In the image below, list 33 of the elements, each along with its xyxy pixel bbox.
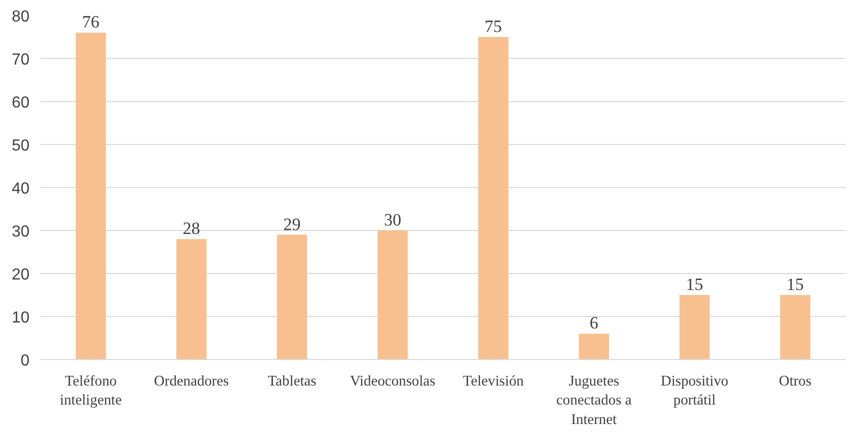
x-tick-label: Videoconsolas — [350, 374, 436, 390]
bar — [478, 37, 508, 360]
x-tick-label: Teléfono inteligente — [60, 374, 122, 409]
data-label: 29 — [283, 214, 301, 234]
data-label: 75 — [484, 17, 502, 36]
bar — [679, 295, 710, 360]
y-tick-label: 70 — [12, 52, 30, 68]
y-tick-label: 40 — [12, 180, 30, 198]
y-tick-label: 0 — [20, 352, 30, 370]
bar — [578, 334, 610, 360]
x-tick-label: Juguetes conectados a Internet — [556, 374, 632, 428]
x-tick-label: Tabletas — [268, 374, 317, 390]
data-label: 76 — [82, 12, 100, 32]
bar — [276, 234, 308, 360]
bar — [780, 295, 810, 360]
y-tick-label: 80 — [12, 8, 30, 26]
y-tick-label: 50 — [12, 138, 30, 154]
x-tick-label: Otros — [778, 374, 812, 390]
y-tick-label: 60 — [12, 94, 30, 112]
bar — [378, 230, 408, 360]
bar — [176, 239, 207, 360]
bar — [76, 32, 106, 360]
y-tick-label: 10 — [12, 310, 30, 326]
y-tick-label: 20 — [12, 266, 30, 284]
data-label: 30 — [384, 210, 402, 230]
x-tick-label: Dispositivo portátil — [660, 374, 728, 409]
data-label: 15 — [686, 275, 704, 294]
x-tick-label: Ordenadores — [154, 374, 230, 390]
data-label: 28 — [182, 219, 200, 238]
data-label: 15 — [786, 275, 804, 294]
x-tick-label: Televisión — [462, 374, 524, 390]
y-tick-label: 30 — [12, 224, 30, 240]
data-label: 6 — [590, 314, 599, 333]
